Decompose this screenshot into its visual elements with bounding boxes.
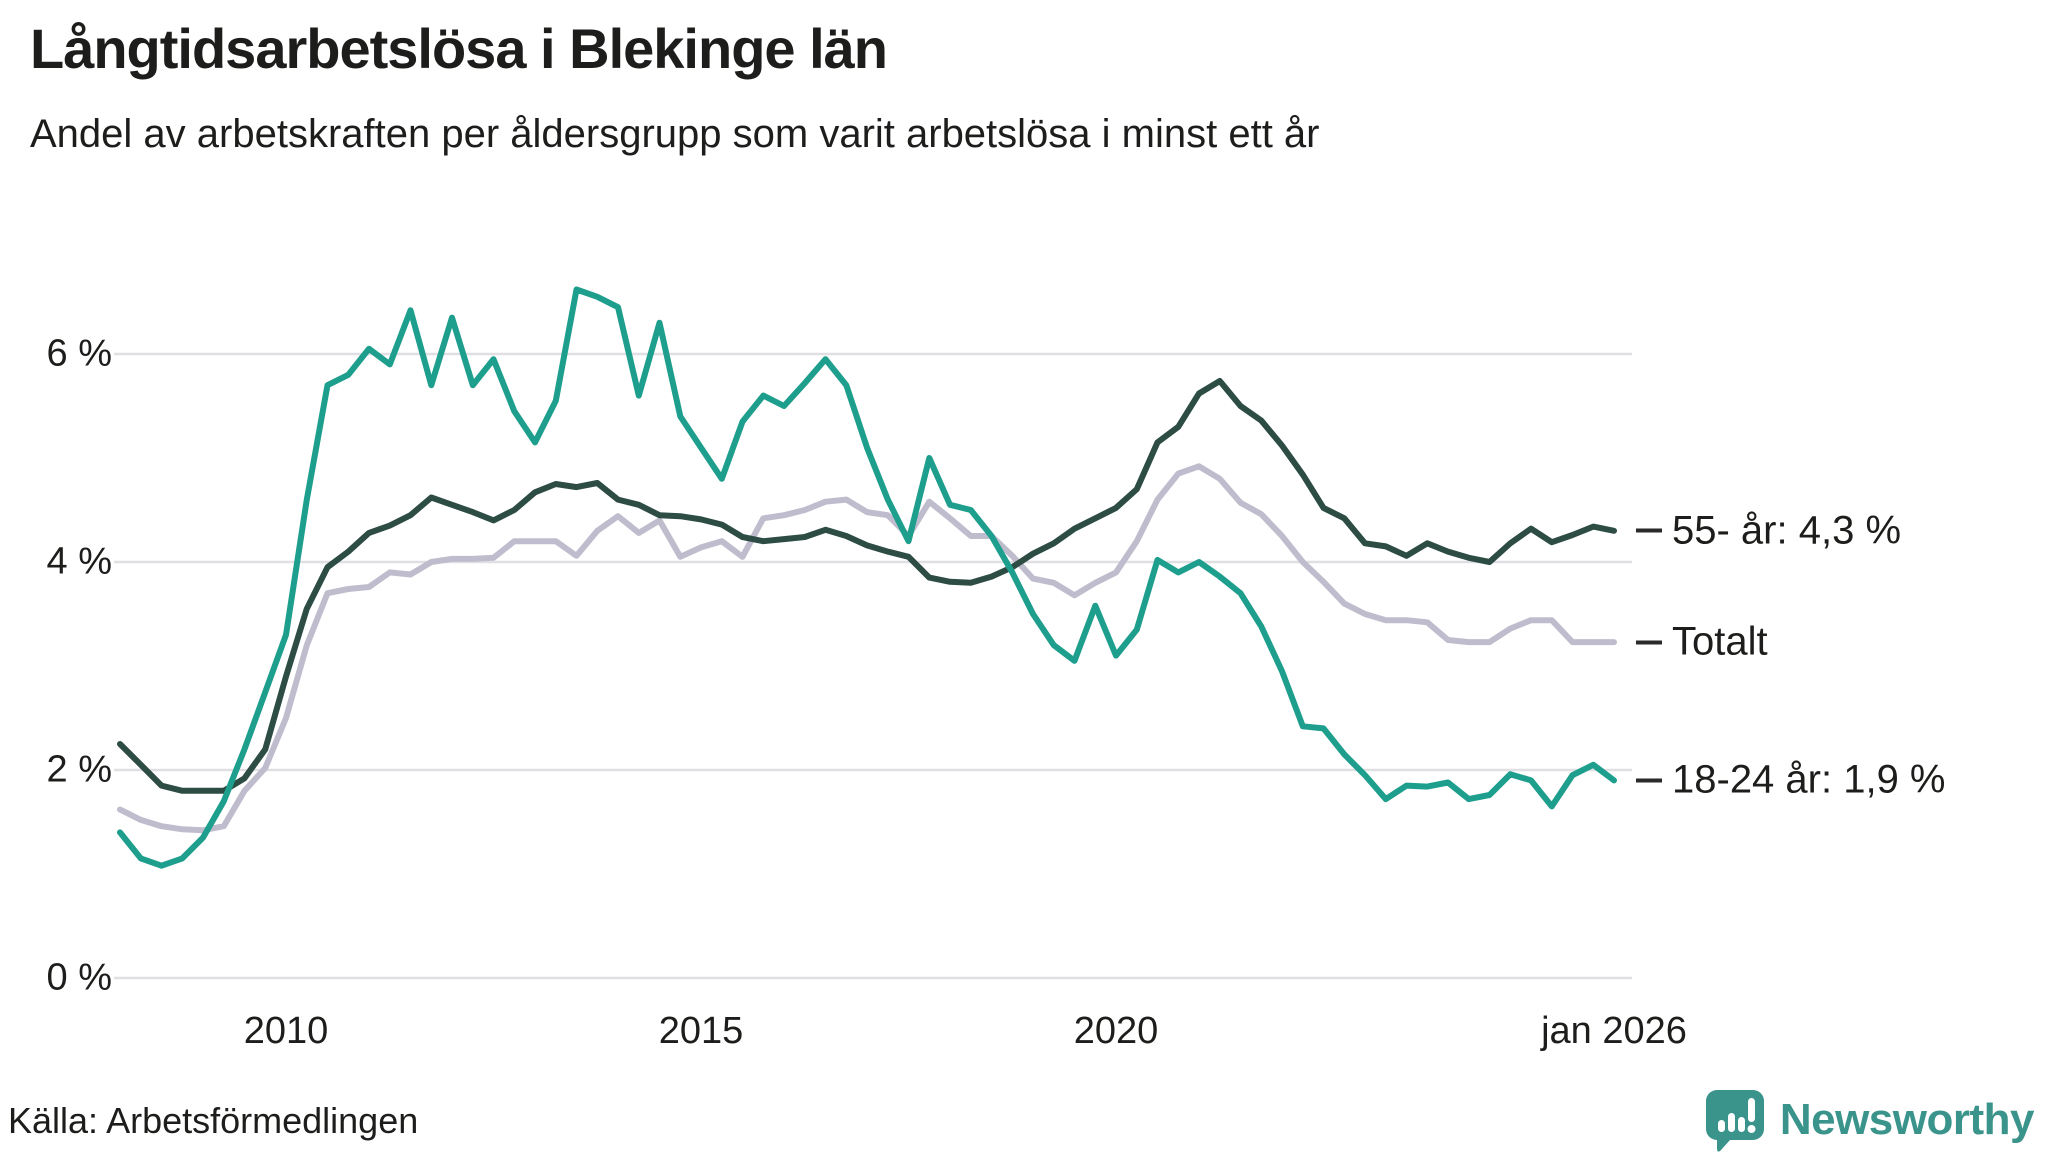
- legend-item-18-24-år: 18-24 år: 1,9 %: [1636, 758, 1946, 803]
- legend-label: 55- år: 4,3 %: [1672, 508, 1902, 553]
- y-tick-label: 4 %: [46, 540, 112, 583]
- y-tick-label: 0 %: [46, 956, 112, 999]
- page-title: Långtidsarbetslösa i Blekinge län: [30, 17, 888, 80]
- y-tick-label: 2 %: [46, 748, 112, 791]
- legend-dash: [1636, 640, 1662, 645]
- x-tick-label: jan 2026: [1541, 1010, 1687, 1052]
- y-tick-label: 6 %: [46, 332, 112, 375]
- series-line-Totalt: [117, 463, 1617, 834]
- source-caption: Källa: Arbetsförmedlingen: [8, 1100, 419, 1141]
- series-line-55--år: [117, 378, 1617, 794]
- x-tick-label: 2020: [1073, 1010, 1159, 1052]
- newsworthy-logo: Newsworthy: [1704, 1088, 2035, 1152]
- legend-dash: [1636, 778, 1662, 783]
- legend-item-55--år: 55- år: 4,3 %: [1636, 508, 1901, 553]
- x-tick-label: 2015: [658, 1010, 744, 1052]
- legend-item-Totalt: Totalt: [1636, 620, 1768, 665]
- legend-label: 18-24 år: 1,9 %: [1672, 757, 1946, 802]
- legend-label: Totalt: [1672, 619, 1768, 664]
- x-tick-label: 2010: [243, 1010, 329, 1052]
- bar-chart-speech-bubble-icon: [1705, 1090, 1764, 1152]
- chart-subtitle: Andel av arbetskraften per åldersgrupp s…: [30, 112, 1320, 156]
- series-line-18-24-år: [117, 286, 1617, 869]
- legend-dash: [1636, 528, 1662, 533]
- logo-text: Newsworthy: [1779, 1095, 2035, 1144]
